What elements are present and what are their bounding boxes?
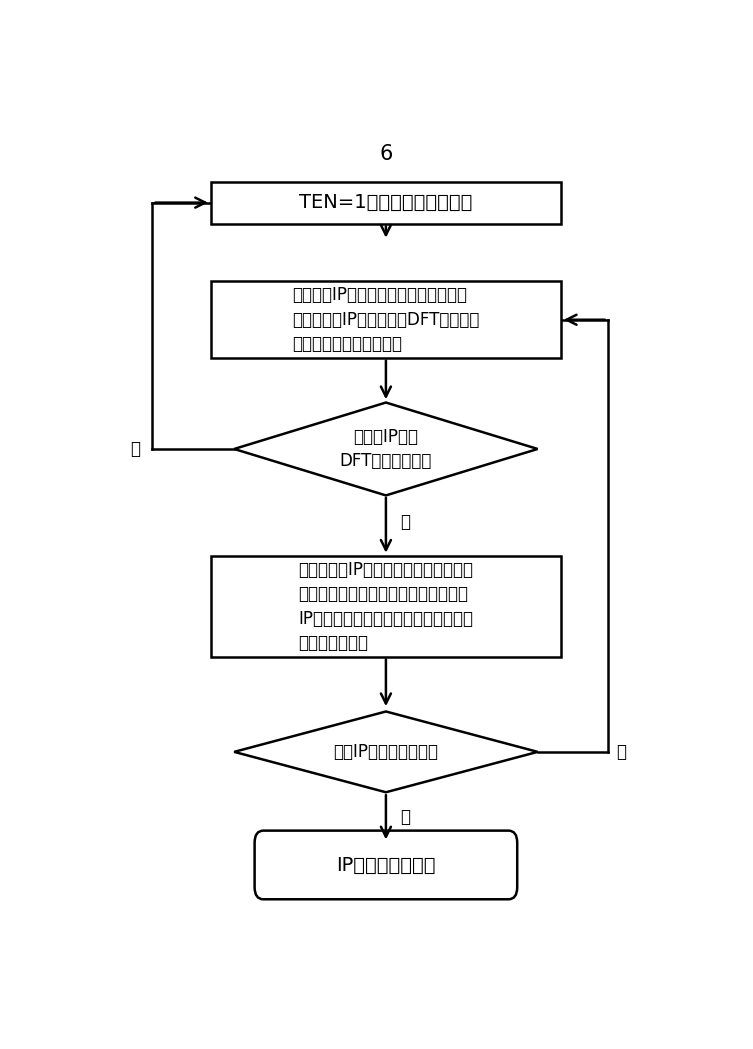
Text: 被选中IP核的
DFT为扫描法否？: 被选中IP核的 DFT为扫描法否？ — [340, 428, 432, 470]
Text: 同时选中该IP核的边缘封装单元链路，
并通过系统层的串行测试总线完成对该
IP核原始输入输出端的测试激励输入与
测试响应输出。: 同时选中该IP核的边缘封装单元链路， 并通过系统层的串行测试总线完成对该 IP核… — [298, 561, 474, 651]
Text: 其它IP核测试完成否？: 其它IP核测试完成否？ — [334, 743, 438, 761]
FancyBboxPatch shape — [211, 281, 561, 358]
Text: 否: 否 — [130, 440, 140, 458]
FancyBboxPatch shape — [211, 556, 561, 657]
Polygon shape — [234, 711, 538, 792]
Text: 是: 是 — [401, 809, 410, 827]
FancyBboxPatch shape — [211, 181, 561, 223]
Text: 选中某一IP核，由系统层的并行测试总
线完成对该IP核基于某一DFT的测试激
励输入和测试响应输出。: 选中某一IP核，由系统层的并行测试总 线完成对该IP核基于某一DFT的测试激 励… — [292, 286, 480, 354]
Text: IP核故障测试结束: IP核故障测试结束 — [336, 855, 436, 875]
Text: 是: 是 — [401, 513, 410, 531]
FancyBboxPatch shape — [255, 831, 517, 899]
Text: 否: 否 — [617, 743, 626, 761]
Text: 6: 6 — [380, 144, 392, 164]
Text: TEN=1，进入测试工作状态: TEN=1，进入测试工作状态 — [299, 193, 473, 212]
Polygon shape — [234, 403, 538, 495]
